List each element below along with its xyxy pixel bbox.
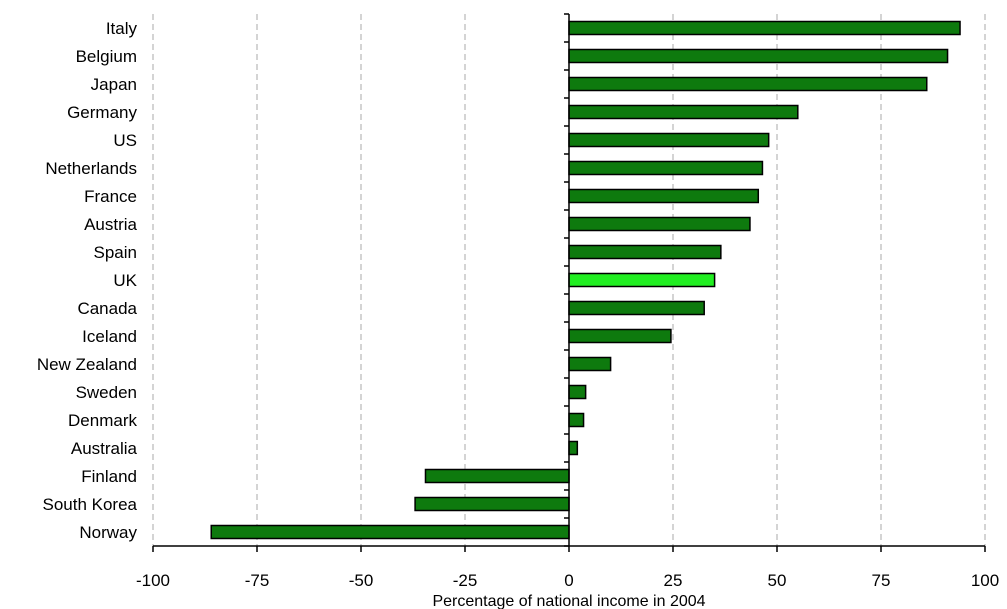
bar-canada <box>568 300 705 316</box>
bar-japan <box>568 76 928 92</box>
x-tick-label: -100 <box>136 571 170 590</box>
x-tick-label: 100 <box>971 571 999 590</box>
x-axis-label: Percentage of national income in 2004 <box>432 593 705 609</box>
category-labels: Italy Belgium Japan Germany US Netherlands Fra… <box>37 19 138 542</box>
category-label: Australia <box>71 439 138 458</box>
x-tick-label: 50 <box>768 571 787 590</box>
bar-iceland <box>568 328 672 344</box>
category-label: South Korea <box>42 495 137 514</box>
x-tick-label: -50 <box>349 571 374 590</box>
bar-south-korea <box>414 496 570 512</box>
category-label: Netherlands <box>45 159 137 178</box>
category-label: Norway <box>79 523 137 542</box>
category-label: Sweden <box>76 383 137 402</box>
bar-australia <box>568 440 579 456</box>
x-tick-labels: -100 -75 -50 -25 0 25 50 75 100 <box>136 571 999 590</box>
bar-austria <box>568 216 751 232</box>
bar-italy <box>568 20 961 36</box>
category-label: Japan <box>91 75 137 94</box>
category-label: Denmark <box>68 411 137 430</box>
category-label: Italy <box>106 19 138 38</box>
bar-finland <box>424 468 570 484</box>
category-label: Spain <box>94 243 137 262</box>
x-tick-label: 25 <box>664 571 683 590</box>
bar-us <box>568 132 770 148</box>
category-label: France <box>84 187 137 206</box>
bar-denmark <box>568 412 585 428</box>
bars <box>210 20 961 540</box>
x-tick-label: -25 <box>453 571 478 590</box>
category-label: UK <box>113 271 137 290</box>
bar-spain <box>568 244 722 260</box>
x-tick-label: -75 <box>245 571 270 590</box>
category-label: Iceland <box>82 327 137 346</box>
x-tick-label: 75 <box>872 571 891 590</box>
bar-uk <box>568 272 716 288</box>
bar-sweden <box>568 384 587 400</box>
x-tick-label: 0 <box>564 571 573 590</box>
bar-germany <box>568 104 799 120</box>
bar-belgium <box>568 48 949 64</box>
category-label: Austria <box>84 215 137 234</box>
gridlines <box>152 14 986 546</box>
category-label: US <box>113 131 137 150</box>
bar-netherlands <box>568 160 764 176</box>
category-label: Belgium <box>76 47 137 66</box>
category-label: Finland <box>81 467 137 486</box>
bar-norway <box>210 524 570 540</box>
bar-france <box>568 188 760 204</box>
category-label: New Zealand <box>37 355 137 374</box>
bar-new-zealand <box>568 356 612 372</box>
axes <box>152 13 986 552</box>
category-label: Canada <box>77 299 137 318</box>
category-label: Germany <box>67 103 137 122</box>
